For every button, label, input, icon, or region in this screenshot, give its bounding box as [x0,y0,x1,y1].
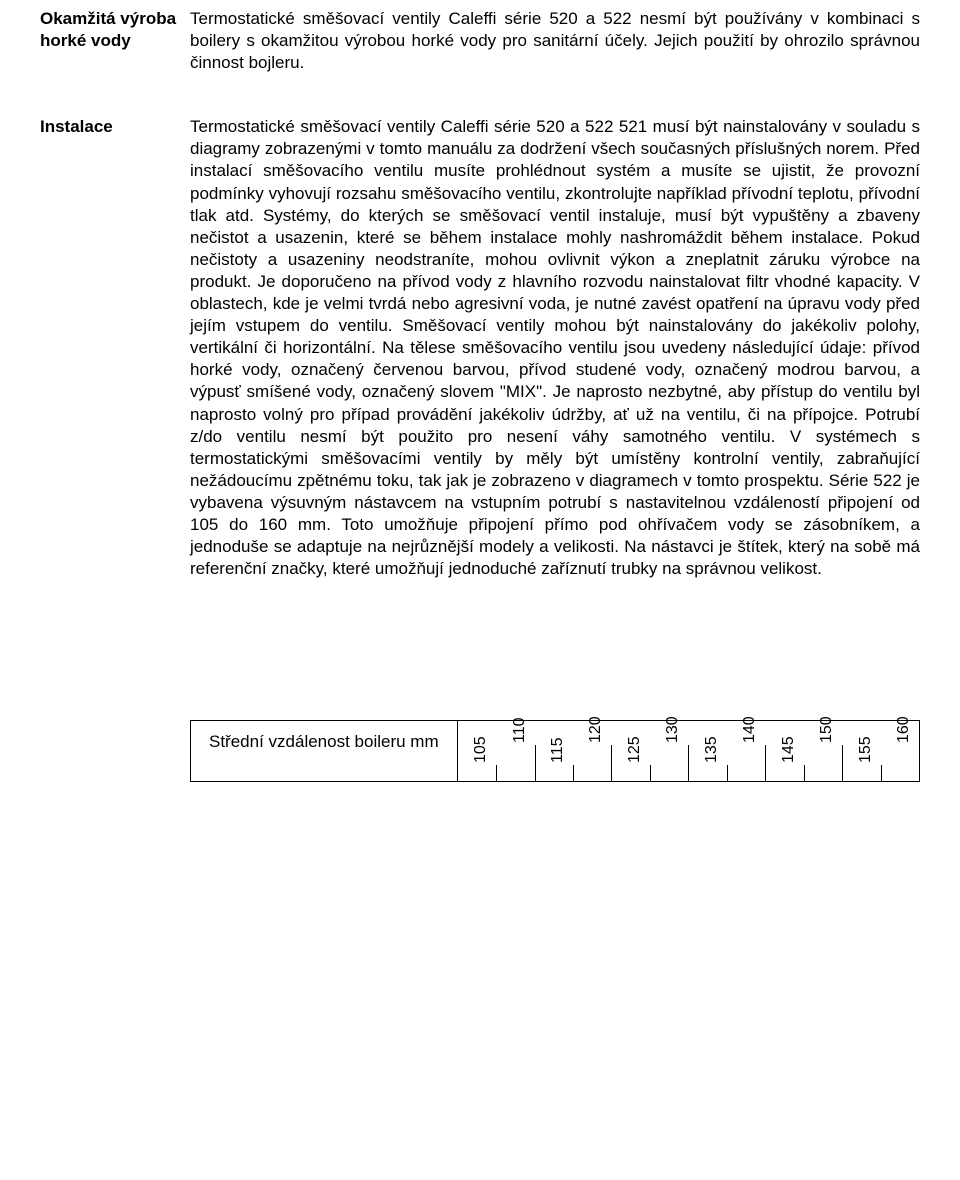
ruler-tick-lower [881,765,882,781]
distance-table: Střední vzdálenost boileru mm 1051101151… [190,720,920,782]
section-body-hot-water: Termostatické směšovací ventily Caleffi … [190,8,920,74]
page: Okamžitá výroba horké vody Termostatické… [0,0,960,822]
ruler-segment: 155 160 [842,719,919,781]
section-body-installation: Termostatické směšovací ventily Caleffi … [190,116,920,580]
ruler-label-upper: 150 [818,717,836,744]
ruler-segment: 105 110 [458,719,535,781]
section-heading-installation: Instalace [40,116,190,580]
ruler-label-upper: 120 [587,717,605,744]
ruler-tick-container: 135 140 [688,719,765,781]
ruler-label-upper: 130 [664,717,682,744]
ruler-segment: 135 140 [688,719,765,781]
ruler-label-lower: 105 [472,737,490,764]
section-body-text: Termostatické směšovací ventily Caleffi … [190,8,920,74]
ruler-label-lower: 125 [626,737,644,764]
distance-ruler: 105 110 115 120 125 130 135 140 145 150 155 160 [458,720,920,782]
ruler-tick-container: 105 110 [458,719,535,781]
ruler-segment: 145 150 [765,719,842,781]
section-hot-water: Okamžitá výroba horké vody Termostatické… [40,8,920,74]
ruler-label-lower: 115 [549,738,567,764]
ruler-tick-lower [650,765,651,781]
ruler-tick-container: 145 150 [765,719,842,781]
ruler-label-upper: 160 [895,717,913,744]
ruler-label-lower: 145 [780,737,798,764]
ruler-tick-upper [919,745,920,781]
section-body-text: Termostatické směšovací ventily Caleffi … [190,116,920,580]
ruler-segment: 115 120 [535,719,612,781]
ruler-tick-lower [496,765,497,781]
section-installation: Instalace Termostatické směšovací ventil… [40,116,920,580]
ruler-segment: 125 130 [611,719,688,781]
section-heading-hot-water: Okamžitá výroba horké vody [40,8,190,74]
ruler-label-upper: 110 [511,718,529,744]
ruler-tick-lower [573,765,574,781]
ruler-label-upper: 140 [741,717,759,744]
ruler-tick-container: 125 130 [611,719,688,781]
ruler-tick-container: 155 160 [842,719,919,781]
distance-table-label: Střední vzdálenost boileru mm [190,720,458,782]
ruler-tick-container: 115 120 [535,719,612,781]
ruler-tick-lower [727,765,728,781]
ruler-label-lower: 155 [857,737,875,764]
ruler-label-lower: 135 [703,737,721,764]
ruler-tick-lower [804,765,805,781]
